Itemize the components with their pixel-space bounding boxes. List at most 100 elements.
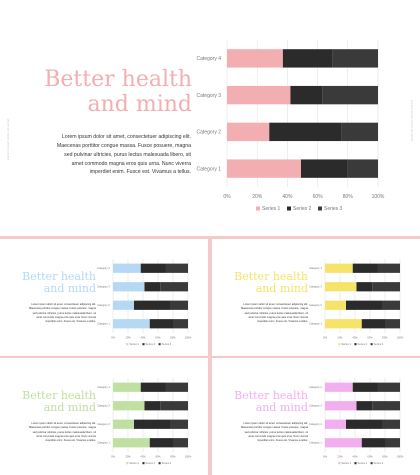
legend-swatch <box>318 206 322 211</box>
x-tick-label: 100% <box>185 336 192 340</box>
category-label: Category 3 <box>309 404 322 408</box>
page-title: Better health and mind <box>20 67 192 117</box>
bar-series-2 <box>361 438 385 448</box>
category-label: Category 4 <box>97 266 110 270</box>
title-line-1: Better health <box>22 389 96 402</box>
category-label: Category 4 <box>197 56 222 62</box>
page-title: Better health and mind <box>222 389 308 415</box>
x-tick-label: 20% <box>125 336 131 340</box>
body-paragraph: Lorem ipsum dolor sit amet, consectetuer… <box>56 134 191 176</box>
x-tick-label: 40% <box>282 194 293 200</box>
category-label: Category 1 <box>97 441 110 445</box>
bar-series-1 <box>325 263 353 273</box>
category-label: Category 2 <box>309 303 322 307</box>
x-tick-label: 0% <box>323 455 327 459</box>
legend-swatch <box>142 462 145 465</box>
bar-series-2 <box>134 300 170 310</box>
bar-series-1 <box>325 438 362 448</box>
legend-swatch <box>370 462 373 465</box>
x-tick-label: 80% <box>170 336 176 340</box>
x-tick-label: 0% <box>111 336 115 340</box>
legend-swatch <box>158 343 161 346</box>
bar-chart: 0% 20% 40% 60% 80% 100% Category 1 Category 2 Ca… <box>197 40 385 212</box>
bar-series-2 <box>140 382 166 392</box>
bar-series-3 <box>385 438 400 448</box>
bar-series-3 <box>170 419 188 429</box>
bar-series-1 <box>113 438 150 448</box>
bar-series-3 <box>372 401 400 411</box>
title-line-2: and mind <box>43 282 96 296</box>
bar-series-3 <box>372 282 400 292</box>
bar-series-2 <box>346 300 382 310</box>
x-tick-label: 0% <box>111 455 115 459</box>
x-tick-label: 60% <box>367 455 373 459</box>
body-paragraph: Lorem ipsum dolor sit amet, consectetuer… <box>240 303 308 324</box>
legend-swatch <box>126 462 129 465</box>
bar-chart: 0% 20% 40% 60% 80% 100% Category 1 Category 2 Ca… <box>309 259 404 346</box>
bar-series-1 <box>227 85 291 105</box>
legend-label: Series 3 <box>162 461 172 465</box>
bar-series-3 <box>347 159 378 178</box>
x-tick-label: 0% <box>323 336 327 340</box>
x-tick-label: 40% <box>352 455 358 459</box>
bar-series-3 <box>165 263 188 273</box>
title-line-1: Better health <box>44 67 192 92</box>
bar-series-1 <box>113 263 141 273</box>
x-tick-label: 80% <box>343 194 354 200</box>
bar-series-1 <box>325 419 346 429</box>
x-tick-label: 20% <box>337 455 343 459</box>
x-tick-label: 100% <box>397 455 404 459</box>
body-paragraph: Lorem ipsum dolor sit amet, consectetuer… <box>28 422 96 443</box>
legend-label: Series 3 <box>324 206 343 212</box>
bar-series-2 <box>144 282 161 292</box>
x-tick-label: 20% <box>337 336 343 340</box>
title-line-1: Better health <box>234 270 308 283</box>
category-label: Category 4 <box>309 385 322 389</box>
bar-series-3 <box>341 122 378 142</box>
category-label: Category 2 <box>309 422 322 426</box>
x-tick-label: 100% <box>185 455 192 459</box>
bar-series-1 <box>227 122 270 142</box>
bar-series-1 <box>227 49 283 68</box>
bar-series-3 <box>173 438 188 448</box>
bar-chart: 0% 20% 40% 60% 80% 100% Category 1 Category 2 Ca… <box>97 378 192 465</box>
legend-label: Series 3 <box>374 342 384 346</box>
bar-series-3 <box>173 319 188 329</box>
legend-label: Series 1 <box>129 342 139 346</box>
legend-label: Series 2 <box>358 461 368 465</box>
bar-series-2 <box>352 263 378 273</box>
category-label: Category 3 <box>197 93 222 99</box>
x-tick-label: 40% <box>140 336 146 340</box>
bar-series-3 <box>165 382 188 392</box>
legend-swatch <box>338 462 341 465</box>
x-tick-label: 60% <box>313 194 324 200</box>
legend-swatch <box>126 343 129 346</box>
bar-series-2 <box>361 319 385 329</box>
legend-label: Series 3 <box>374 461 384 465</box>
bar-series-3 <box>160 401 188 411</box>
category-label: Category 3 <box>97 285 110 289</box>
category-label: Category 1 <box>309 322 322 326</box>
bar-series-1 <box>325 319 362 329</box>
page-title: Better health and mind <box>222 270 308 296</box>
bar-chart: 0% 20% 40% 60% 80% 100% Category 1 Category 2 Ca… <box>309 378 404 465</box>
title-line-1: Better health <box>234 389 308 402</box>
bar-series-1 <box>325 401 357 411</box>
bar-chart: 0% 20% 40% 60% 80% 100% Category 1 Category 2 Ca… <box>97 259 192 346</box>
slide-blue: Better health and mind Lorem ipsum dolor… <box>0 239 208 356</box>
category-label: Category 2 <box>97 422 110 426</box>
bar-series-1 <box>325 300 346 310</box>
slide-green: Better health and mind Lorem ipsum dolor… <box>0 358 208 475</box>
bar-series-1 <box>113 282 145 292</box>
bar-series-3 <box>322 85 378 105</box>
legend-label: Series 1 <box>129 461 139 465</box>
bar-series-2 <box>290 85 323 105</box>
bar-series-2 <box>134 419 170 429</box>
bar-series-3 <box>385 319 400 329</box>
legend-swatch <box>354 462 357 465</box>
page-title: Better health and mind <box>10 270 96 296</box>
legend-swatch <box>158 462 161 465</box>
title-line-2: and mind <box>255 401 308 415</box>
legend-label: Series 2 <box>358 342 368 346</box>
legend-label: Series 2 <box>146 342 156 346</box>
